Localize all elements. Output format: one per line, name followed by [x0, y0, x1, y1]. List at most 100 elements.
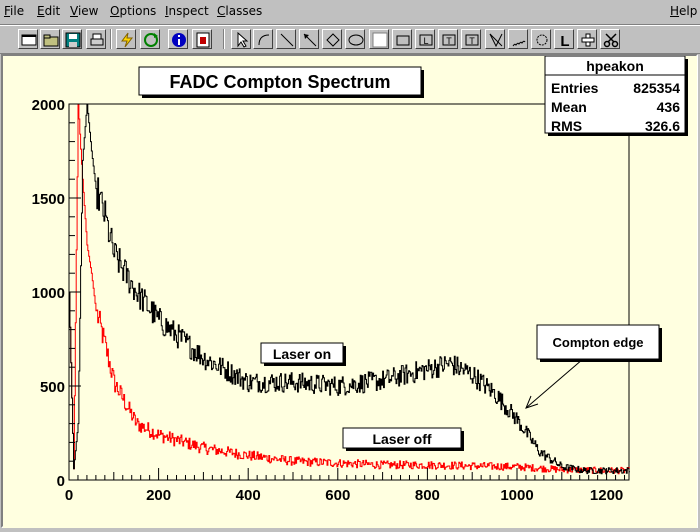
arc-button[interactable] — [253, 29, 273, 49]
info-button[interactable] — [168, 29, 188, 49]
pave-button[interactable] — [392, 29, 412, 49]
graph-button[interactable] — [485, 29, 505, 49]
menu-edit[interactable]: Edit — [37, 4, 61, 18]
svg-text:T: T — [469, 36, 475, 46]
pavetext-button[interactable]: T — [438, 29, 458, 49]
latex-button[interactable]: L — [554, 29, 574, 49]
arrow-button[interactable] — [299, 29, 319, 49]
stats-value-entries: 825354 — [633, 80, 680, 96]
print-button[interactable] — [86, 29, 106, 49]
refresh-button[interactable] — [140, 29, 160, 49]
diamond-button[interactable] — [322, 29, 342, 49]
svg-text:T: T — [446, 36, 452, 46]
histogram-plot[interactable]: 0 200 400 600 800 1000 1200 0 500 1000 1500 2000 FA… — [3, 55, 697, 528]
arc-icon — [258, 34, 270, 46]
menu-inspect[interactable]: Inspect — [165, 4, 209, 18]
x-tick-label: 0 — [65, 487, 73, 504]
menu-view[interactable]: View — [70, 4, 99, 18]
x-tick-label: 600 — [325, 487, 350, 504]
x-tick-label: 1200 — [590, 487, 623, 504]
browser-icon — [196, 32, 210, 48]
stats-label-rms: RMS — [551, 118, 582, 134]
curly-arc-button[interactable] — [531, 29, 551, 49]
print-icon — [90, 33, 104, 46]
pave-label-button[interactable]: L — [415, 29, 435, 49]
new-canvas-button[interactable] — [18, 29, 38, 49]
compton-edge-box[interactable] — [536, 324, 660, 360]
info-icon — [172, 33, 186, 47]
compton-edge-arrow — [525, 358, 584, 409]
title-box[interactable] — [138, 66, 422, 96]
marker-button[interactable] — [577, 29, 597, 49]
svg-text:L: L — [423, 36, 428, 46]
browser-button[interactable] — [192, 29, 212, 49]
menu-bar: File Edit View Options Inspect Classes Help — [0, 0, 700, 25]
compton-edge-label: Compton edge — [553, 335, 644, 350]
y-tick-label: 500 — [40, 379, 65, 396]
curly-line-button[interactable] — [508, 29, 528, 49]
toolbar-separator — [223, 29, 225, 49]
laser-on-label: Laser on — [273, 346, 331, 362]
marker-icon — [581, 33, 595, 47]
laser-on-box[interactable] — [260, 342, 344, 364]
svg-text:L: L — [560, 33, 569, 48]
x-tick-label: 1000 — [500, 487, 533, 504]
pavetext-icon: T — [442, 34, 456, 46]
stats-label-mean: Mean — [551, 99, 587, 115]
cut-icon — [603, 33, 619, 48]
y-tick-label: 0 — [57, 473, 65, 490]
pointer-icon — [237, 32, 249, 48]
curly-arc-icon — [536, 34, 548, 46]
curly-line-icon — [512, 40, 526, 47]
pad-icon — [372, 32, 388, 48]
menu-help[interactable]: Help — [670, 4, 698, 18]
stats-value-rms: 326.6 — [645, 118, 680, 134]
plot-title: FADC Compton Spectrum — [169, 72, 390, 92]
series-laser-on[interactable] — [69, 103, 630, 475]
line-button[interactable] — [276, 29, 296, 49]
x-tick-label: 800 — [415, 487, 440, 504]
save-icon — [65, 32, 81, 48]
plot-frame — [68, 103, 630, 481]
x-tick-label: 200 — [146, 487, 171, 504]
arrow-icon — [303, 33, 317, 47]
pavestext-button[interactable]: T — [461, 29, 481, 49]
compton-edge-arrowhead — [525, 395, 539, 409]
stats-box[interactable] — [544, 55, 686, 134]
interrupt-button[interactable] — [116, 29, 136, 49]
toolbar-separator — [110, 29, 112, 49]
pave-label-icon: L — [419, 34, 433, 46]
menu-file[interactable]: File — [4, 4, 25, 18]
laser-off-label: Laser off — [372, 431, 431, 447]
y-tick-label: 1000 — [32, 285, 65, 302]
latex-icon: L — [560, 33, 569, 48]
open-file-button[interactable] — [40, 29, 60, 49]
refresh-icon — [144, 33, 158, 47]
ellipse-icon — [348, 34, 364, 46]
y-tick-label: 1500 — [32, 191, 65, 208]
canvas[interactable]: 0 200 400 600 800 1000 1200 0 500 1000 1500 2000 FA… — [3, 55, 697, 528]
laser-off-box[interactable] — [342, 427, 462, 449]
pointer-button[interactable] — [231, 29, 251, 49]
cut-button[interactable] — [600, 29, 620, 49]
interrupt-icon — [121, 32, 134, 48]
ellipse-button[interactable] — [345, 29, 365, 49]
menu-classes[interactable]: Classes — [217, 4, 263, 18]
line-icon — [280, 33, 294, 47]
x-tick-label: 400 — [236, 487, 261, 504]
menu-options[interactable]: Options — [110, 4, 157, 18]
stats-value-mean: 436 — [657, 99, 681, 115]
graph-icon — [489, 33, 503, 48]
stats-label-entries: Entries — [551, 80, 599, 96]
series-laser-off[interactable] — [69, 103, 630, 475]
new-canvas-icon — [21, 34, 37, 46]
pave-icon — [396, 35, 410, 46]
diamond-icon — [326, 33, 340, 47]
pad-button[interactable] — [369, 29, 389, 49]
save-button[interactable] — [62, 29, 82, 49]
pavestext-icon: T — [465, 34, 479, 46]
y-tick-label: 2000 — [32, 97, 65, 114]
stats-name: hpeakon — [586, 58, 644, 74]
open-file-icon — [43, 34, 59, 47]
